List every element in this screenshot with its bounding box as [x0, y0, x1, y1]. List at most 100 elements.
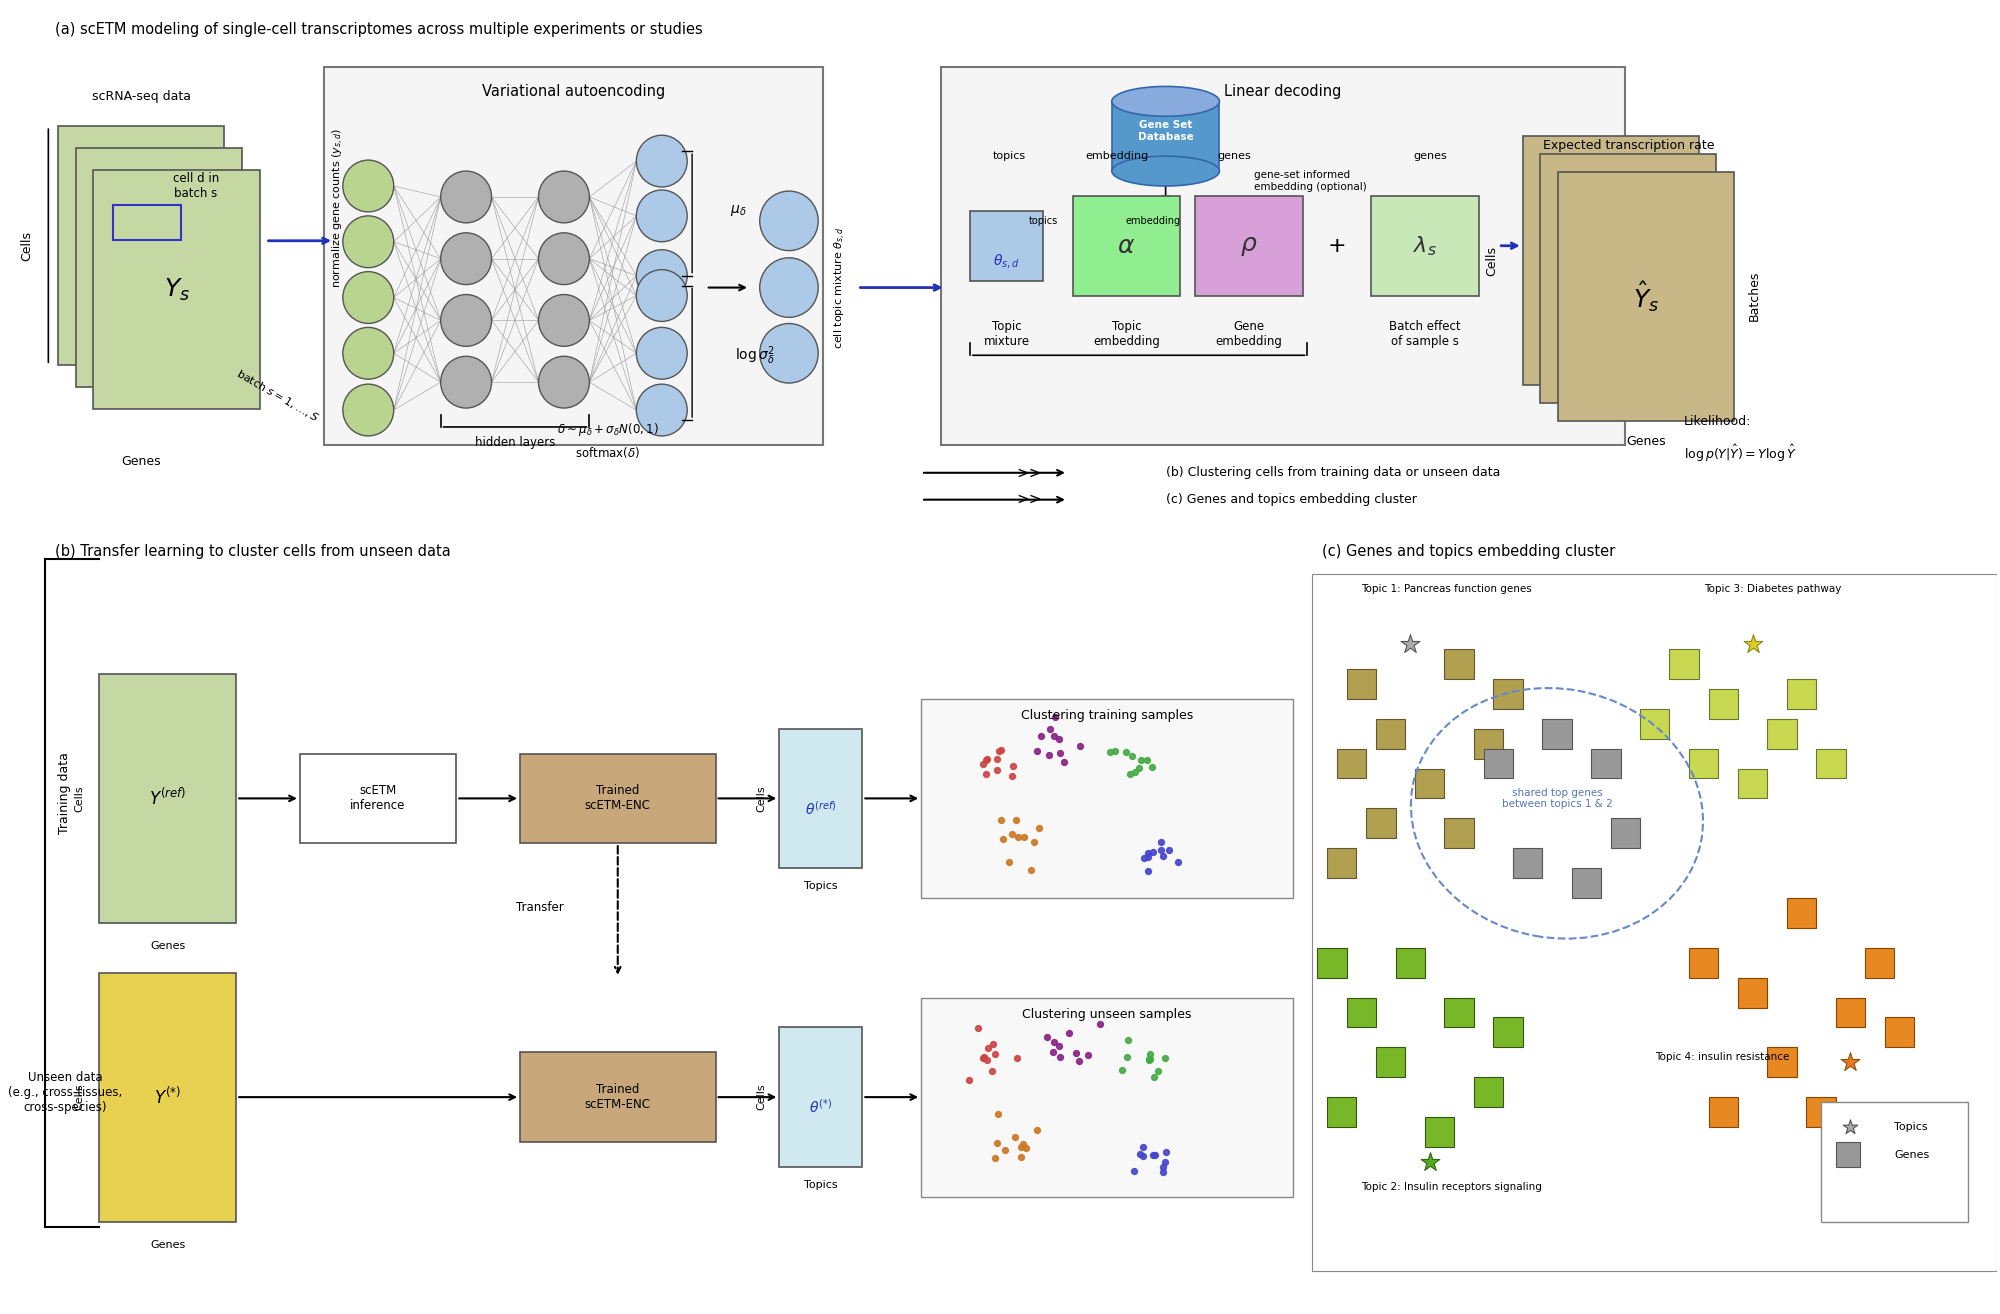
FancyBboxPatch shape — [1444, 819, 1474, 849]
Text: (c) Genes and topics embedding cluster: (c) Genes and topics embedding cluster — [1166, 493, 1416, 506]
FancyBboxPatch shape — [1522, 137, 1698, 385]
Text: gene-set informed
embedding (optional): gene-set informed embedding (optional) — [1254, 171, 1366, 192]
Point — [1162, 851, 1194, 872]
Point — [1060, 1043, 1092, 1064]
Text: $\delta \sim \mu_\delta + \sigma_\delta N(0, 1)$: $\delta \sim \mu_\delta + \sigma_\delta … — [558, 422, 658, 439]
FancyBboxPatch shape — [1424, 1117, 1454, 1147]
Point — [1132, 842, 1164, 863]
Circle shape — [538, 356, 590, 409]
FancyBboxPatch shape — [1376, 1047, 1406, 1077]
Circle shape — [538, 294, 590, 347]
Point — [1110, 742, 1142, 763]
Text: $\theta^{(*)}$: $\theta^{(*)}$ — [810, 1099, 832, 1116]
FancyBboxPatch shape — [1112, 101, 1220, 171]
FancyBboxPatch shape — [1512, 849, 1542, 878]
Text: Topics: Topics — [1894, 1122, 1928, 1131]
Point — [982, 759, 1014, 781]
FancyBboxPatch shape — [940, 67, 1626, 445]
Point — [972, 1049, 1004, 1070]
Circle shape — [342, 272, 394, 323]
Point — [1134, 1049, 1166, 1070]
Circle shape — [636, 327, 688, 380]
FancyBboxPatch shape — [1738, 769, 1768, 799]
Text: (b) Clustering cells from training data or unseen data: (b) Clustering cells from training data … — [1166, 466, 1500, 480]
FancyBboxPatch shape — [1416, 769, 1444, 799]
Text: Likelihood:: Likelihood: — [1684, 415, 1752, 428]
Text: $\theta^{(ref)}$: $\theta^{(ref)}$ — [804, 799, 836, 817]
Point — [1018, 832, 1050, 853]
FancyBboxPatch shape — [1806, 1097, 1836, 1127]
Text: Batch effect
of sample s: Batch effect of sample s — [1390, 321, 1460, 348]
FancyBboxPatch shape — [780, 729, 862, 869]
Text: Cells: Cells — [74, 784, 84, 812]
Point — [1038, 1031, 1070, 1053]
FancyBboxPatch shape — [1484, 749, 1512, 778]
Point — [1132, 846, 1164, 867]
Text: Topic 3: Diabetes pathway: Topic 3: Diabetes pathway — [1704, 585, 1842, 594]
Point — [1002, 827, 1034, 848]
FancyBboxPatch shape — [1474, 729, 1504, 758]
Text: Batches: Batches — [1748, 271, 1760, 321]
FancyBboxPatch shape — [780, 1028, 862, 1167]
Text: Genes: Genes — [1894, 1150, 1930, 1160]
Point — [1084, 1013, 1116, 1034]
Point — [1042, 728, 1074, 749]
Point — [1134, 1049, 1166, 1070]
Point — [980, 1043, 1012, 1064]
FancyBboxPatch shape — [1312, 574, 1998, 1272]
FancyBboxPatch shape — [1542, 719, 1572, 749]
FancyBboxPatch shape — [1836, 1142, 1860, 1167]
FancyBboxPatch shape — [1494, 679, 1522, 708]
Point — [1000, 809, 1032, 830]
Point — [1064, 736, 1096, 757]
FancyBboxPatch shape — [1836, 997, 1866, 1028]
FancyBboxPatch shape — [1592, 749, 1620, 778]
Point — [970, 763, 1002, 784]
FancyBboxPatch shape — [1670, 649, 1698, 679]
FancyBboxPatch shape — [1690, 947, 1718, 978]
FancyBboxPatch shape — [1372, 196, 1478, 296]
Circle shape — [760, 323, 818, 384]
Point — [1002, 1047, 1034, 1068]
Text: Cells: Cells — [756, 784, 766, 812]
FancyBboxPatch shape — [1396, 947, 1424, 978]
Text: hidden layers: hidden layers — [474, 436, 556, 449]
Text: shared top genes
between topics 1 & 2: shared top genes between topics 1 & 2 — [1502, 787, 1612, 809]
Ellipse shape — [1112, 156, 1220, 187]
Circle shape — [440, 294, 492, 347]
Circle shape — [342, 160, 394, 212]
Point — [1136, 841, 1168, 862]
Text: cell d in
batch s: cell d in batch s — [172, 172, 220, 200]
FancyBboxPatch shape — [1690, 749, 1718, 778]
Point — [1112, 1029, 1144, 1050]
Circle shape — [636, 250, 688, 301]
FancyBboxPatch shape — [1444, 997, 1474, 1028]
Text: Linear decoding: Linear decoding — [1224, 84, 1342, 100]
Point — [952, 1070, 984, 1091]
FancyBboxPatch shape — [1328, 1097, 1356, 1127]
Point — [1054, 1022, 1086, 1043]
Circle shape — [636, 384, 688, 436]
Text: Variational autoencoding: Variational autoencoding — [482, 84, 666, 100]
Point — [1116, 746, 1148, 767]
FancyBboxPatch shape — [58, 126, 224, 365]
FancyBboxPatch shape — [1346, 997, 1376, 1028]
FancyBboxPatch shape — [1738, 978, 1768, 1008]
Point — [994, 851, 1026, 872]
Point — [982, 1104, 1014, 1125]
Text: Cells: Cells — [74, 1084, 84, 1110]
Point — [1038, 706, 1070, 727]
Point — [1124, 1143, 1156, 1164]
Point — [1004, 1146, 1036, 1167]
Point — [982, 1133, 1014, 1154]
Text: (a) scETM modeling of single-cell transcriptomes across multiple experiments or : (a) scETM modeling of single-cell transc… — [56, 22, 702, 37]
Point — [1034, 744, 1066, 765]
Point — [986, 828, 1018, 849]
Circle shape — [636, 269, 688, 322]
Text: $Y^{(*)}$: $Y^{(*)}$ — [154, 1087, 182, 1108]
Point — [1138, 1066, 1170, 1087]
Point — [978, 1033, 1010, 1054]
Ellipse shape — [1112, 87, 1220, 117]
FancyBboxPatch shape — [1768, 1047, 1796, 1077]
Point — [1008, 1133, 1040, 1154]
